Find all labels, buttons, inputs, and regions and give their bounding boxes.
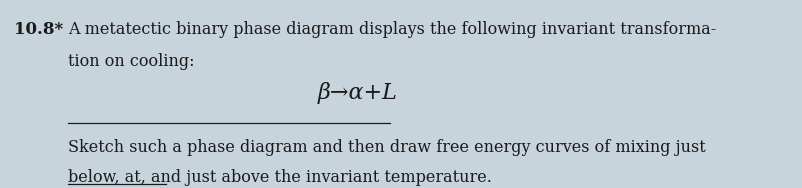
Text: β→α+L: β→α+L: [318, 82, 398, 104]
Text: 10.8*: 10.8*: [14, 21, 63, 38]
Text: tion on cooling:: tion on cooling:: [68, 53, 195, 70]
Text: Sketch such a phase diagram and then draw free energy curves of mixing just: Sketch such a phase diagram and then dra…: [68, 139, 706, 156]
Text: A metatectic binary phase diagram displays the following invariant transforma-: A metatectic binary phase diagram displa…: [68, 21, 716, 38]
Text: below, at, and just above the invariant temperature.: below, at, and just above the invariant …: [68, 169, 492, 186]
